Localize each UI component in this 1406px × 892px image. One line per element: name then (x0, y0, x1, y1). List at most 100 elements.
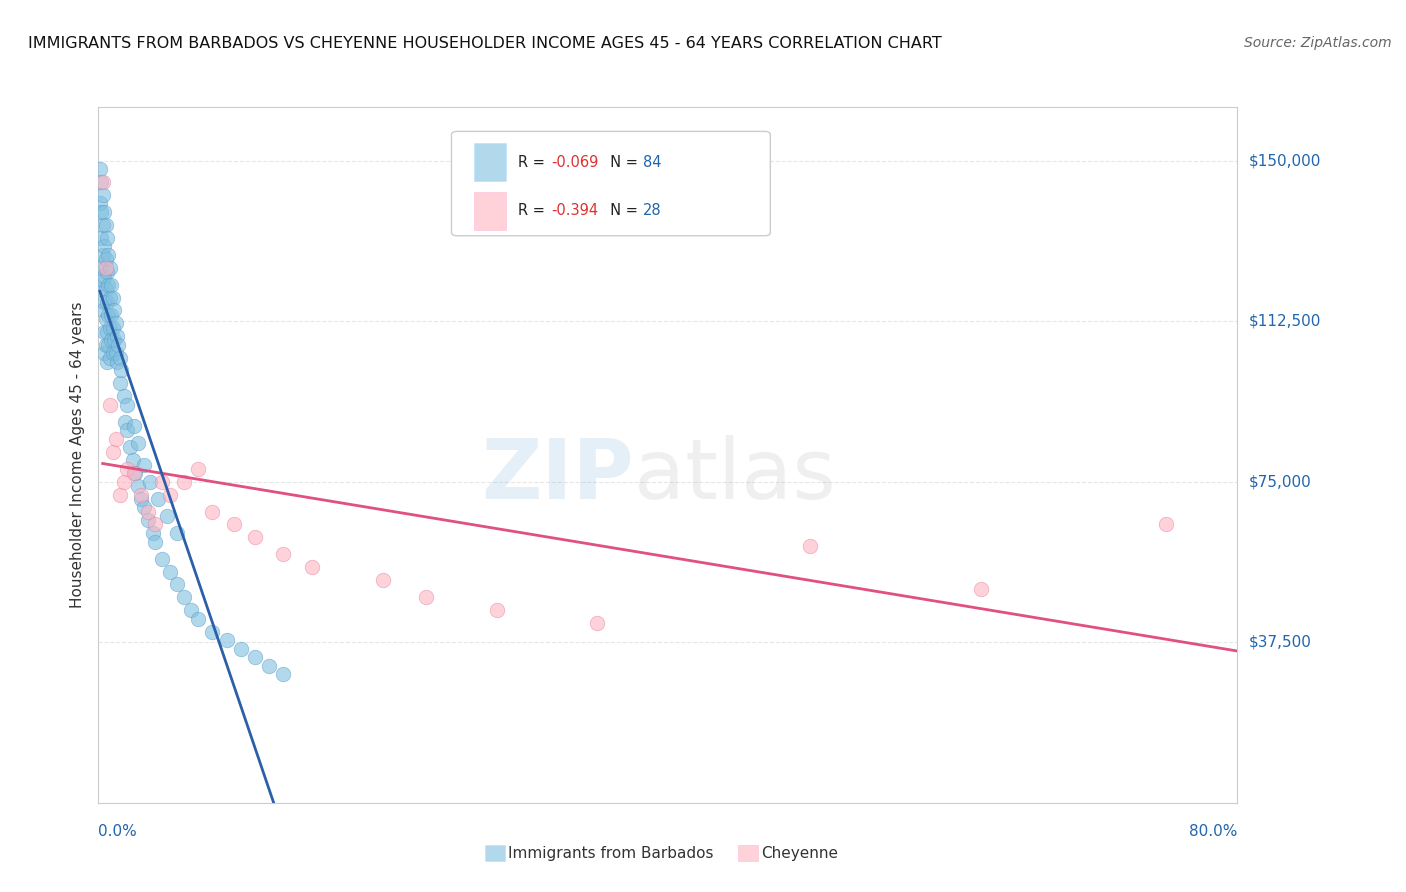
Point (112, 389, 135, 403)
Point (108, 487, 131, 501)
Point (259, 658, 281, 673)
Point (415, 591, 437, 605)
Point (98, 351, 121, 365)
Point (91, 303, 114, 318)
Point (93, 205, 115, 219)
Point (93, 269, 115, 284)
Point (96, 325, 118, 339)
Point (156, 508, 179, 523)
Point (97, 337, 120, 351)
Text: 28: 28 (643, 203, 661, 219)
Point (173, 591, 195, 605)
Point (127, 479, 149, 493)
Point (94, 252, 117, 266)
Point (90, 230, 112, 244)
Point (94, 260, 117, 275)
Point (136, 513, 159, 527)
Point (105, 329, 128, 343)
Point (105, 355, 128, 369)
Point (159, 565, 181, 579)
Text: 80.0%: 80.0% (1189, 823, 1237, 838)
Point (104, 432, 127, 446)
Point (122, 466, 145, 480)
Point (138, 475, 160, 489)
Point (115, 423, 138, 437)
FancyBboxPatch shape (474, 192, 506, 230)
Point (118, 441, 141, 455)
Point (127, 436, 149, 450)
Point (129, 487, 152, 501)
Text: IMMIGRANTS FROM BARBADOS VS CHEYENNE HOUSEHOLDER INCOME AGES 45 - 64 YEARS CORRE: IMMIGRANTS FROM BARBADOS VS CHEYENNE HOU… (28, 36, 942, 51)
Point (93, 239, 115, 253)
Text: atlas: atlas (634, 435, 835, 516)
Point (115, 398, 138, 412)
Text: $75,000: $75,000 (1249, 475, 1312, 489)
Point (122, 419, 145, 434)
Point (93, 325, 115, 339)
Point (486, 603, 509, 617)
Point (201, 624, 224, 639)
Point (166, 577, 188, 591)
Point (103, 334, 125, 348)
Point (970, 582, 993, 596)
Text: $37,500: $37,500 (1249, 635, 1312, 649)
Point (115, 462, 138, 476)
Point (91, 175, 114, 189)
Point (96, 230, 118, 244)
Point (101, 444, 124, 458)
Point (104, 346, 127, 360)
Text: R =: R = (517, 154, 548, 169)
Point (97, 248, 120, 262)
Point (145, 534, 167, 549)
Point (243, 650, 266, 665)
Text: -0.069: -0.069 (551, 154, 599, 169)
Point (97, 308, 120, 322)
Point (173, 475, 195, 489)
Text: R =: R = (517, 203, 548, 219)
Point (91, 187, 114, 202)
Point (132, 458, 155, 472)
Point (159, 487, 181, 501)
FancyBboxPatch shape (451, 131, 770, 235)
Text: $150,000: $150,000 (1249, 153, 1320, 168)
Point (585, 615, 607, 630)
FancyBboxPatch shape (474, 143, 506, 181)
Point (108, 376, 131, 391)
Point (90, 175, 112, 189)
Point (114, 415, 136, 429)
Point (101, 291, 124, 305)
Point (91, 248, 114, 262)
Text: Cheyenne: Cheyenne (761, 847, 838, 861)
Point (103, 303, 125, 318)
Point (100, 277, 122, 292)
Point (273, 667, 295, 681)
Point (222, 517, 245, 532)
Point (229, 641, 252, 656)
Y-axis label: Householder Income Ages 45 - 64 years: Householder Income Ages 45 - 64 years (69, 301, 84, 608)
Point (89, 196, 111, 211)
Point (141, 526, 163, 541)
Point (799, 539, 821, 553)
Point (301, 560, 323, 574)
Point (94, 337, 117, 351)
Point (107, 337, 129, 351)
Point (166, 526, 188, 541)
Point (101, 320, 124, 334)
Text: N =: N = (600, 203, 643, 219)
Point (152, 551, 174, 566)
Point (90, 260, 112, 275)
Point (98, 398, 121, 412)
Point (93, 346, 115, 360)
Text: -0.394: -0.394 (551, 203, 599, 219)
Point (89, 162, 111, 177)
Text: N =: N = (600, 154, 643, 169)
Point (112, 475, 135, 489)
Point (124, 466, 146, 480)
Point (187, 612, 209, 626)
Text: 84: 84 (643, 154, 661, 169)
Point (136, 505, 159, 519)
Point (1154, 517, 1177, 532)
Point (96, 355, 118, 369)
Point (100, 334, 122, 348)
Point (108, 351, 131, 365)
